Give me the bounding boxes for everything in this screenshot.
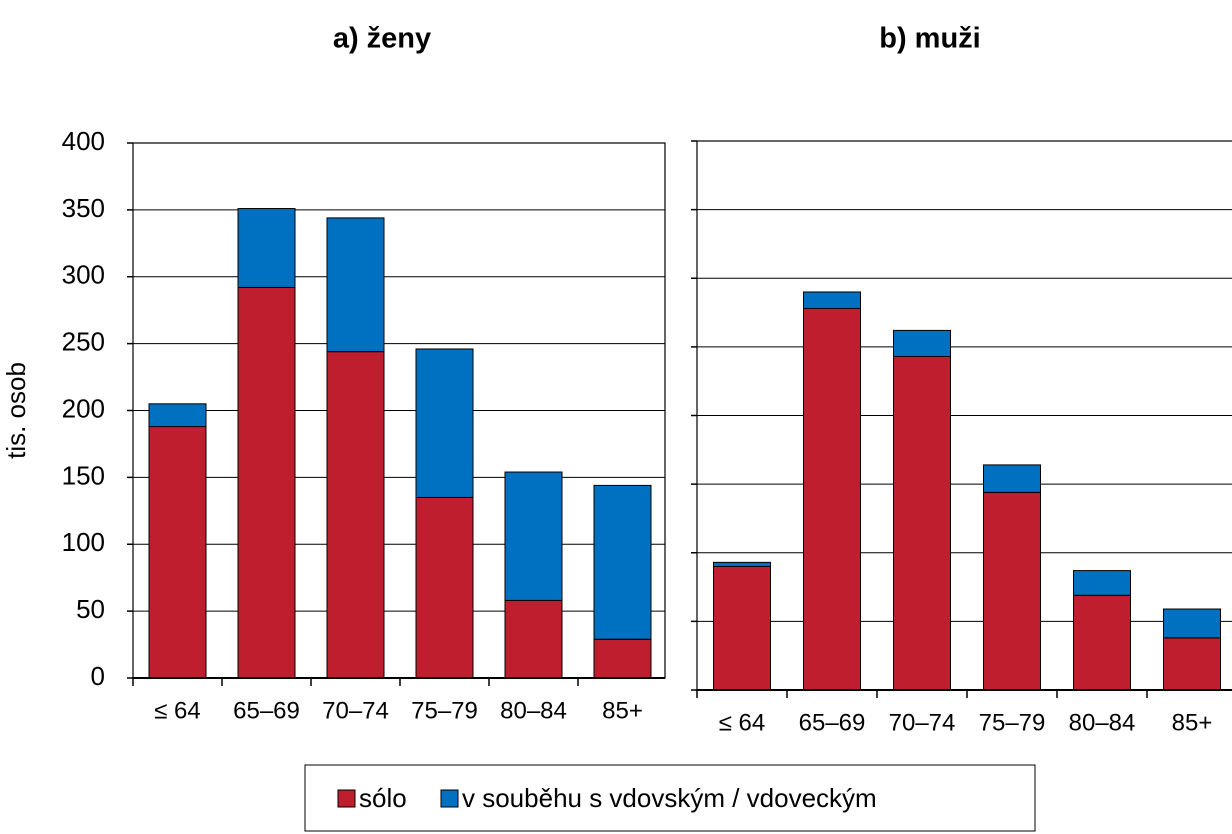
x-tick-label: 80–84 <box>1069 709 1136 736</box>
bar-segment <box>1073 594 1131 691</box>
bar-segment <box>803 307 861 691</box>
y-tick-label: 200 <box>62 393 105 423</box>
x-tick-label: 70–74 <box>322 697 389 724</box>
legend-swatch <box>440 789 459 808</box>
x-tick-label: 85+ <box>602 697 643 724</box>
x-tick-label: 75–79 <box>979 709 1046 736</box>
x-tick-label: 65–69 <box>233 697 300 724</box>
bar-segment <box>504 599 563 679</box>
bar-segment <box>593 638 652 679</box>
bar-segment <box>326 351 385 679</box>
y-axis-label: tis. osob <box>1 362 31 459</box>
bar-segment <box>983 491 1041 691</box>
bar-segment <box>415 348 474 498</box>
y-tick-label: 100 <box>62 527 105 557</box>
x-tick-label: 80–84 <box>500 697 567 724</box>
bar-segment <box>983 464 1041 493</box>
bar-segment <box>1163 608 1221 639</box>
y-tick-label: 350 <box>62 193 105 223</box>
legend-swatch <box>337 789 356 808</box>
chart-title: a) ženy <box>333 23 431 55</box>
bar-segment <box>415 496 474 679</box>
x-tick-label: ≤ 64 <box>719 709 766 736</box>
legend-label: v souběhu s vdovským / vdoveckým <box>462 783 877 813</box>
bar-segment <box>237 208 296 288</box>
bar-segment <box>713 565 771 691</box>
y-tick-label: 150 <box>62 460 105 490</box>
bar-segment <box>237 286 296 679</box>
bar-segment <box>148 403 207 428</box>
x-tick-label: 75–79 <box>411 697 478 724</box>
bar-segment <box>593 484 652 640</box>
x-tick-label: ≤ 64 <box>154 697 201 724</box>
bar-segment <box>803 291 861 309</box>
bar-segment <box>893 329 951 357</box>
y-tick-label: 300 <box>62 260 105 290</box>
y-tick-label: 0 <box>91 661 105 691</box>
bar-segment <box>326 217 385 353</box>
bar-segment <box>1163 637 1221 691</box>
y-tick-label: 250 <box>62 327 105 357</box>
legend-label: sólo <box>359 783 407 813</box>
x-tick-label: 70–74 <box>889 709 956 736</box>
bar-segment <box>893 355 951 691</box>
bar-segment <box>713 561 771 567</box>
x-tick-label: 85+ <box>1172 709 1213 736</box>
bar-segment <box>148 426 207 679</box>
bar-segment <box>1073 570 1131 596</box>
y-tick-label: 50 <box>76 594 105 624</box>
chart-title: b) muži <box>879 23 981 55</box>
bar-segment <box>504 471 563 601</box>
legend-box <box>304 764 1036 832</box>
y-tick-label: 400 <box>62 126 105 156</box>
x-tick-label: 65–69 <box>799 709 866 736</box>
